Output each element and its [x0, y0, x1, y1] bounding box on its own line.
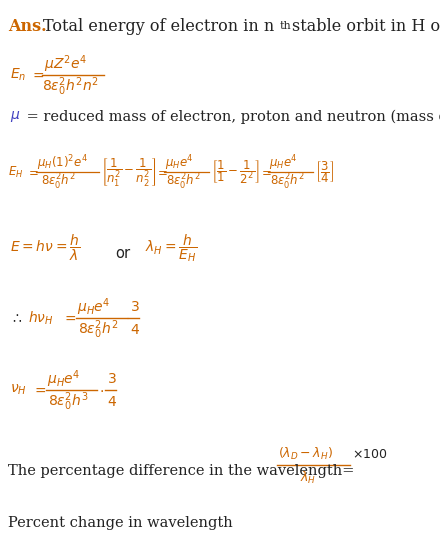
Text: $=$: $=$: [62, 311, 77, 325]
Text: $8\varepsilon_0^2 h^2$: $8\varepsilon_0^2 h^2$: [41, 172, 76, 192]
Text: $4$: $4$: [107, 395, 117, 409]
Text: $E = h\nu = \dfrac{h}{\lambda}$: $E = h\nu = \dfrac{h}{\lambda}$: [10, 233, 80, 263]
Text: $3$: $3$: [130, 300, 139, 314]
Text: $\mu_H e^4$: $\mu_H e^4$: [77, 296, 110, 318]
Text: Percent change in wavelength: Percent change in wavelength: [8, 516, 233, 530]
Text: $E_H$: $E_H$: [8, 165, 23, 180]
Text: $\times 100$: $\times 100$: [352, 448, 388, 461]
Text: $\left[\dfrac{3}{4}\right]$: $\left[\dfrac{3}{4}\right]$: [315, 159, 334, 185]
Text: $8\varepsilon_0^2 h^3$: $8\varepsilon_0^2 h^3$: [48, 391, 89, 413]
Text: $3$: $3$: [107, 372, 117, 386]
Text: $\left[\dfrac{1}{1} - \dfrac{1}{2^2}\right]$: $\left[\dfrac{1}{1} - \dfrac{1}{2^2}\rig…: [211, 158, 260, 186]
Text: $E_n$: $E_n$: [10, 67, 26, 83]
Text: $=$: $=$: [26, 166, 39, 179]
Text: The percentage difference in the wavelength=: The percentage difference in the wavelen…: [8, 464, 354, 478]
Text: $h\nu_H$: $h\nu_H$: [28, 309, 54, 327]
Text: $8\varepsilon_0^2 h^2$: $8\varepsilon_0^2 h^2$: [270, 172, 305, 192]
Text: $8\varepsilon_0^2 h^2$: $8\varepsilon_0^2 h^2$: [166, 172, 201, 192]
Text: $\left[\dfrac{1}{n_1^2} - \dfrac{1}{n_2^2}\right]$: $\left[\dfrac{1}{n_1^2} - \dfrac{1}{n_2^…: [101, 156, 156, 188]
Text: $8\varepsilon_0^2 h^2$: $8\varepsilon_0^2 h^2$: [78, 318, 119, 341]
Text: th: th: [280, 21, 292, 31]
Text: $\mu_H e^4$: $\mu_H e^4$: [165, 153, 194, 173]
Text: $\lambda_H = \dfrac{h}{E_H}$: $\lambda_H = \dfrac{h}{E_H}$: [145, 232, 197, 264]
Text: $=$: $=$: [155, 166, 168, 179]
Text: $\nu_H$: $\nu_H$: [10, 383, 27, 397]
Text: $\mu Z^2 e^4$: $\mu Z^2 e^4$: [44, 53, 87, 75]
Text: $4$: $4$: [130, 323, 140, 337]
Text: $\cdot$: $\cdot$: [99, 383, 104, 397]
Text: $\mu_H(1)^2 e^4$: $\mu_H(1)^2 e^4$: [37, 153, 88, 173]
Text: $=$: $=$: [259, 166, 272, 179]
Text: $\mu_H e^4$: $\mu_H e^4$: [269, 153, 298, 173]
Text: $(\lambda_D - \lambda_H)$: $(\lambda_D - \lambda_H)$: [278, 446, 333, 462]
Text: $\lambda_H$: $\lambda_H$: [300, 470, 316, 486]
Text: Ans.: Ans.: [8, 18, 47, 35]
Text: $\mathrm{or}$: $\mathrm{or}$: [115, 247, 132, 261]
Text: $=$: $=$: [30, 68, 45, 82]
Text: stable orbit in H or like atom: stable orbit in H or like atom: [292, 18, 440, 35]
Text: $\mu$: $\mu$: [10, 110, 20, 124]
Text: $\therefore$: $\therefore$: [10, 311, 23, 325]
Text: $8\varepsilon_0^2 h^2 n^2$: $8\varepsilon_0^2 h^2 n^2$: [42, 76, 99, 98]
Text: $=$: $=$: [32, 383, 47, 397]
Text: $\mu_H e^4$: $\mu_H e^4$: [47, 368, 81, 390]
Text: Total energy of electron in n: Total energy of electron in n: [43, 18, 274, 35]
Text: = reduced mass of electron, proton and neutron (mass defect): = reduced mass of electron, proton and n…: [22, 110, 440, 124]
